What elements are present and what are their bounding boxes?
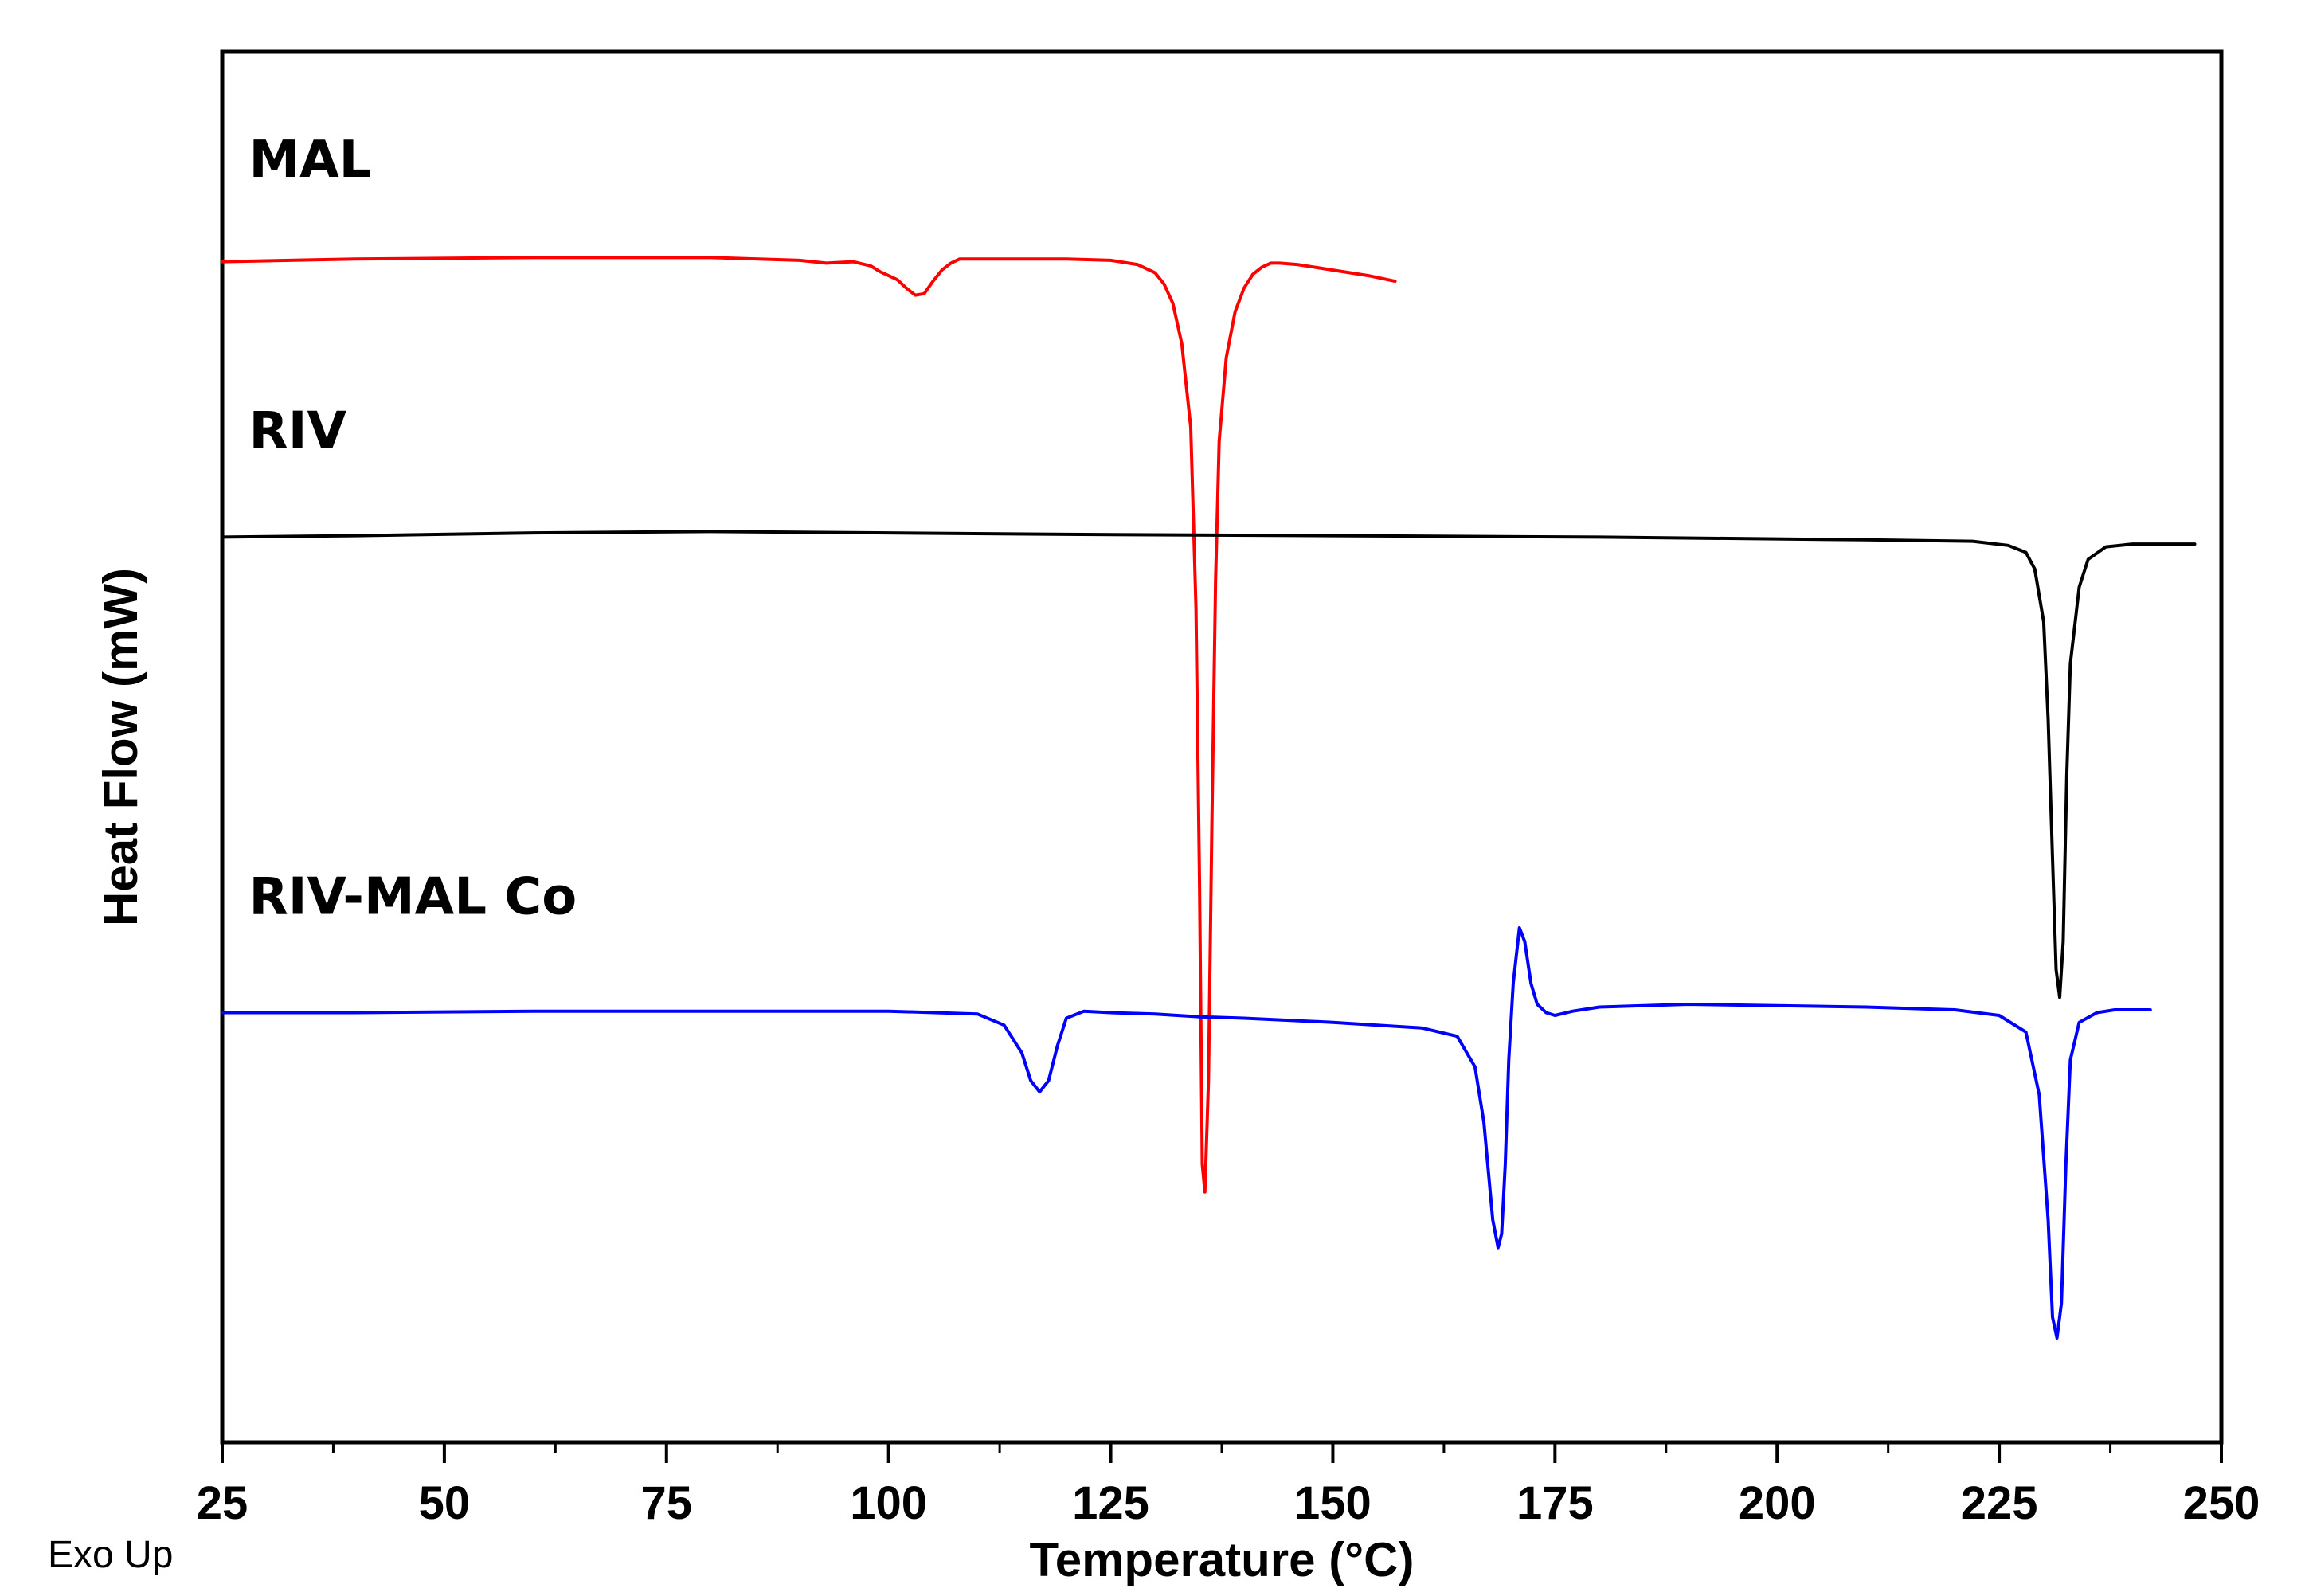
series-labels: MAL RIV RIV-MAL Co xyxy=(248,131,577,926)
x-tick-label: 150 xyxy=(1294,1477,1372,1529)
series-line-mal xyxy=(221,256,1397,1194)
series-label: RIV-MAL Co xyxy=(248,868,577,927)
x-tick-label: 250 xyxy=(2183,1477,2260,1529)
x-axis-title: Temperature (°C) xyxy=(1030,1533,1415,1586)
x-axis-ticks: 25 50 75 100 125 150 175 200 225 250 xyxy=(197,1442,2260,1529)
series-label: RIV xyxy=(248,402,346,461)
x-tick-label: 50 xyxy=(419,1477,471,1529)
series-line-riv xyxy=(221,530,2197,999)
x-tick-label: 25 xyxy=(197,1477,248,1529)
x-tick-label: 175 xyxy=(1516,1477,1594,1529)
series-layer xyxy=(221,256,2197,1340)
x-tick-label: 200 xyxy=(1739,1477,1816,1529)
series-line-riv-mal-co xyxy=(221,926,2152,1340)
x-tick-label: 125 xyxy=(1072,1477,1149,1529)
x-tick-label: 75 xyxy=(641,1477,693,1529)
x-tick-label: 225 xyxy=(1961,1477,2038,1529)
exo-up-note: Exo Up xyxy=(48,1534,173,1576)
x-tick-label: 100 xyxy=(850,1477,927,1529)
plot-frame xyxy=(220,49,2224,1445)
y-axis-title: Heat Flow (mW) xyxy=(94,568,147,926)
series-label: MAL xyxy=(248,131,371,190)
